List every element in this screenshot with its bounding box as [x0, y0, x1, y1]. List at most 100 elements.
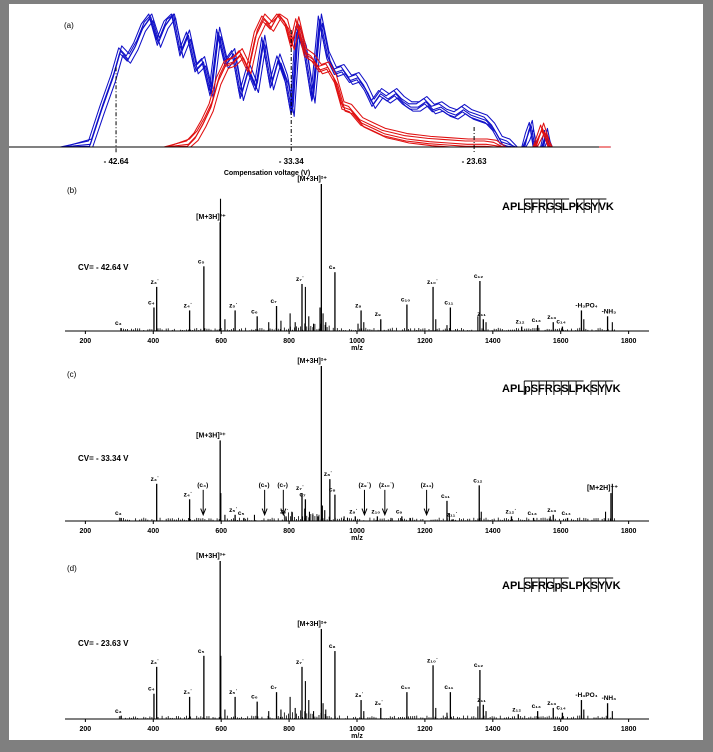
mz-tick-label-c-1400: 1400 — [485, 528, 501, 535]
mz-tick-label-b-1400: 1400 — [485, 338, 501, 345]
peak-label-b-20: z₁₃ — [547, 314, 556, 321]
peak-label-b-18: z₁₂ — [516, 319, 525, 326]
cv-tick-label-2: - 33.34 — [279, 157, 304, 166]
mz-tick-label-d-600: 600 — [215, 726, 227, 733]
cleavage-bracket-b-5 — [538, 198, 547, 213]
cleavage-bracket-b-4 — [531, 198, 540, 213]
peak-label-c-23: c₁₂ — [473, 477, 482, 484]
mz-tick-label-b-400: 400 — [147, 338, 159, 345]
peak-label-c-21: c₁₁ — [441, 493, 450, 500]
cleavage-bracket-d-11 — [583, 577, 591, 592]
mz-tick-label-d-1200: 1200 — [417, 726, 433, 733]
peak-label-d-20: c₁₃ — [532, 703, 541, 710]
cleavage-bracket-c-3 — [523, 380, 532, 395]
peak-label-b-12: z₉ — [375, 311, 381, 318]
peak-label-c-6: z₅˙ — [229, 506, 237, 514]
peak-label-d-3: c₄ — [148, 686, 155, 693]
peptide-sequence-b: APLSFRGSLPKSYVK — [502, 201, 614, 213]
peak-label-c-1: [M+3H]³⁺ — [196, 432, 226, 439]
peak-label-d-19: z₁₂ — [512, 706, 521, 713]
peak-label-b-11: z₈ — [355, 302, 361, 309]
cleavage-bracket-d-13 — [597, 577, 606, 592]
mass-spec-figure: (a) - 42.64 - 33.34 - 23.63 Compensation vol… — [9, 13, 649, 740]
peak-label-d-8: c₆ — [251, 694, 258, 701]
figure-page: (a) - 42.64 - 33.34 - 23.63 Compensation vol… — [9, 4, 703, 740]
mz-tick-label-c-600: 600 — [215, 528, 227, 535]
cleavage-bracket-c-12 — [590, 380, 599, 395]
panel-a-label: (a) — [64, 21, 74, 30]
peak-label-b-9: z₇˙ — [296, 275, 304, 283]
panel-c-label: (c) — [67, 370, 77, 379]
peak-label-c-8: (c₆) — [259, 482, 270, 489]
mz-tick-label-c-200: 200 — [80, 528, 92, 535]
cleavage-bracket-d-14 — [605, 577, 614, 592]
peak-label-d-11: c₈ — [329, 643, 336, 650]
cv-tick-label-1: - 42.64 — [104, 157, 129, 166]
cleavage-bracket-d-7 — [553, 577, 562, 592]
peak-label-c-14: c₈ — [329, 487, 336, 494]
peak-label-d-4: z₃˙ — [151, 658, 159, 666]
cleavage-bracket-b-8 — [561, 198, 570, 213]
peak-label-c-25: c₁₃ — [528, 510, 537, 517]
peak-label-b-1: [M+3H]²⁺ — [297, 176, 327, 183]
mz-tick-label-c-800: 800 — [283, 528, 295, 535]
peak-label-b-21: c₁₄ — [556, 319, 565, 326]
peak-label-c-4: c₃ — [115, 510, 122, 517]
cleavage-bracket-d-6 — [546, 577, 554, 592]
peak-label-d-22: c₁₄ — [556, 705, 565, 712]
peak-label-b-3: z₃˙ — [151, 278, 159, 286]
peak-label-b-19: c₁₃ — [532, 317, 541, 324]
cleavage-bracket-d-3 — [523, 577, 532, 592]
mz-tick-label-d-1000: 1000 — [349, 726, 365, 733]
peak-label-d-23: -H₃PO₄ — [575, 692, 597, 699]
peak-label-c-2: z₃˙ — [151, 475, 159, 483]
cleavage-bracket-c-6 — [546, 380, 554, 395]
peak-label-d-6: c₅ — [198, 648, 205, 655]
peak-label-c-13: z₈˙ — [324, 470, 332, 478]
peak-label-d-7: z₅˙ — [229, 688, 237, 696]
cv-trace-blue-5 — [33, 15, 608, 148]
peak-label-d-10: z₇˙ — [296, 658, 304, 666]
cleavage-bracket-c-14 — [605, 380, 614, 395]
mz-tick-label-b-800: 800 — [283, 338, 295, 345]
peak-label-d-2: c₃ — [115, 708, 122, 715]
peak-label-d-17: c₁₂ — [474, 662, 483, 669]
mz-axis-title-c: m/z — [351, 535, 363, 542]
cv-annotation-d: CV= - 23.63 V — [78, 639, 129, 648]
peak-label-c-0: [M+3H]²⁺ — [297, 358, 327, 365]
cleavage-bracket-c-5 — [538, 380, 547, 395]
peak-label-b-6: z₅˙ — [229, 301, 237, 309]
peak-label-b-17: z₁₁ — [477, 311, 486, 318]
peak-label-d-1: [M+3H]²⁺ — [297, 621, 327, 628]
mz-tick-label-b-1000: 1000 — [349, 338, 365, 345]
cleavage-bracket-c-10 — [575, 380, 584, 395]
cleavage-bracket-b-3 — [523, 198, 532, 213]
cleavage-bracket-b-12 — [591, 198, 599, 213]
mz-tick-label-b-200: 200 — [80, 338, 92, 345]
mz-tick-label-b-1800: 1800 — [621, 338, 637, 345]
peak-label-c-11: z₇˙ — [296, 484, 304, 492]
peak-label-b-8: c₇ — [271, 298, 278, 305]
cleavage-bracket-d-4 — [531, 577, 540, 592]
mz-tick-label-b-1600: 1600 — [553, 338, 569, 345]
peak-label-b-15: c₁₁ — [444, 299, 453, 306]
mz-tick-label-c-400: 400 — [147, 528, 159, 535]
peak-label-c-17: (z₁₀˙) — [379, 481, 394, 489]
peak-label-c-28: [M+2H]⁺⁺ — [587, 485, 618, 492]
mz-tick-label-d-1400: 1400 — [485, 726, 501, 733]
peak-label-d-5: z₄˙ — [184, 688, 193, 696]
cleavage-bracket-d-12 — [590, 577, 599, 592]
mz-tick-label-d-400: 400 — [147, 726, 159, 733]
peak-label-c-27: c₁₄ — [562, 510, 571, 517]
peak-label-b-23: -NH₃ — [602, 308, 617, 315]
peak-label-c-24: z₁₂˙ — [505, 507, 516, 515]
cleavage-bracket-c-13 — [597, 380, 606, 395]
peak-label-c-5: (c₄) — [197, 482, 208, 489]
peak-label-c-26: z₁₃ — [547, 507, 556, 514]
missing-fragment-arrow-c-8 — [261, 489, 268, 517]
peak-label-d-16: c₁₁ — [444, 684, 453, 691]
peak-label-c-18: z₁₀ — [371, 508, 380, 515]
cv-trace-red-3 — [32, 13, 607, 148]
missing-fragment-arrow-c-5 — [200, 489, 207, 517]
cleavage-bracket-b-11 — [583, 198, 592, 213]
